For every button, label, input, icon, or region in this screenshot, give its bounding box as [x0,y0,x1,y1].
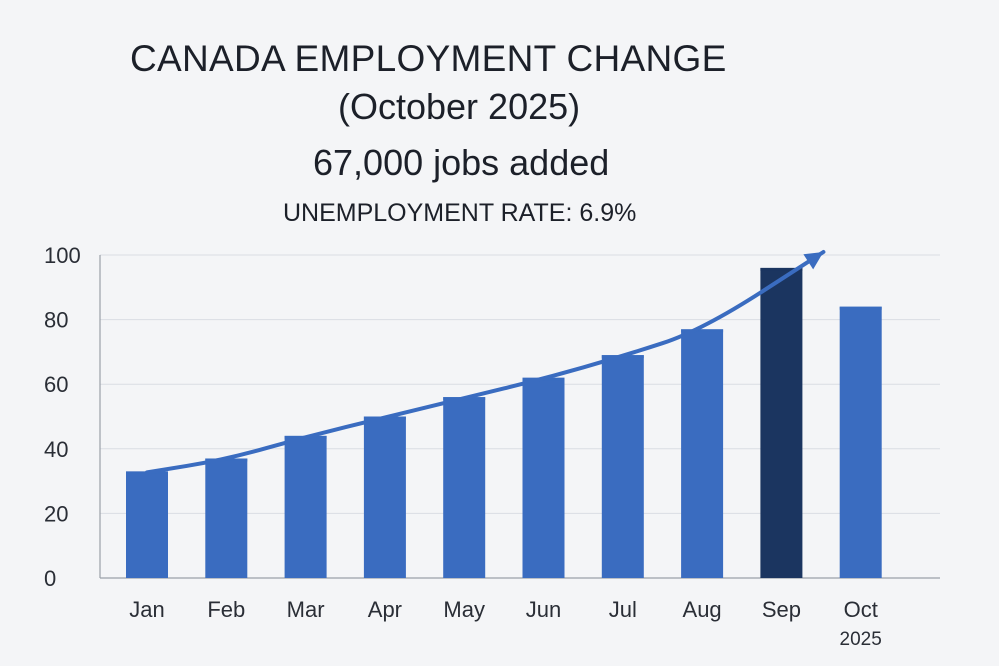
x-tick-label-apr: Apr [368,597,402,622]
y-tick-label-80: 80 [44,308,68,333]
y-tick-label-20: 20 [44,501,68,526]
bar-apr [363,416,406,578]
bar-mar [284,435,327,578]
x-tick-label-may: May [443,597,485,622]
x-tick-label-aug: Aug [683,597,722,622]
bar-jan [126,471,168,578]
bar-jun [522,377,565,578]
y-tick-label-0: 0 [44,566,56,591]
bar-may [443,397,486,578]
chart-subtitle: (October 2025) [338,86,581,127]
x-tick-label-jan: Jan [129,597,164,622]
chart-title: CANADA EMPLOYMENT CHANGE [130,38,727,79]
chart-header: CANADA EMPLOYMENT CHANGE (October 2025) … [0,0,999,240]
y-tick-label-100: 100 [44,243,81,268]
bars [126,267,882,578]
x-tick-label-jun: Jun [526,597,561,622]
bar-oct [839,306,882,578]
bar-top-oct [839,306,882,310]
y-tick-label-40: 40 [44,437,68,462]
axis-ticks: 0 20 40 60 80 100 Jan Feb Mar Apr May Jun Jul Aug Sep O… [44,243,882,650]
bar-top-aug [681,329,724,333]
bar-feb [205,458,248,578]
trend-arrow [145,250,826,475]
x-tick-label-oct: Oct [844,597,878,622]
y-tick-label-60: 60 [44,372,68,397]
trend-line [145,250,826,475]
bar-jul [601,355,644,578]
jobs-added-headline: 67,000 jobs added [313,142,610,183]
trend-arrowhead [803,252,824,270]
x-tick-label-mar: Mar [287,597,325,622]
x-tick-label-feb: Feb [207,597,245,622]
x-tick-year-label: 2025 [840,629,882,650]
bar-sep [760,267,803,578]
x-tick-label-sep: Sep [762,597,801,622]
bar-aug [681,329,724,578]
bar-top-sep [760,267,803,271]
unemployment-rate-label: UNEMPLOYMENT RATE: 6.9% [283,199,637,227]
x-tick-label-jul: Jul [609,597,637,622]
